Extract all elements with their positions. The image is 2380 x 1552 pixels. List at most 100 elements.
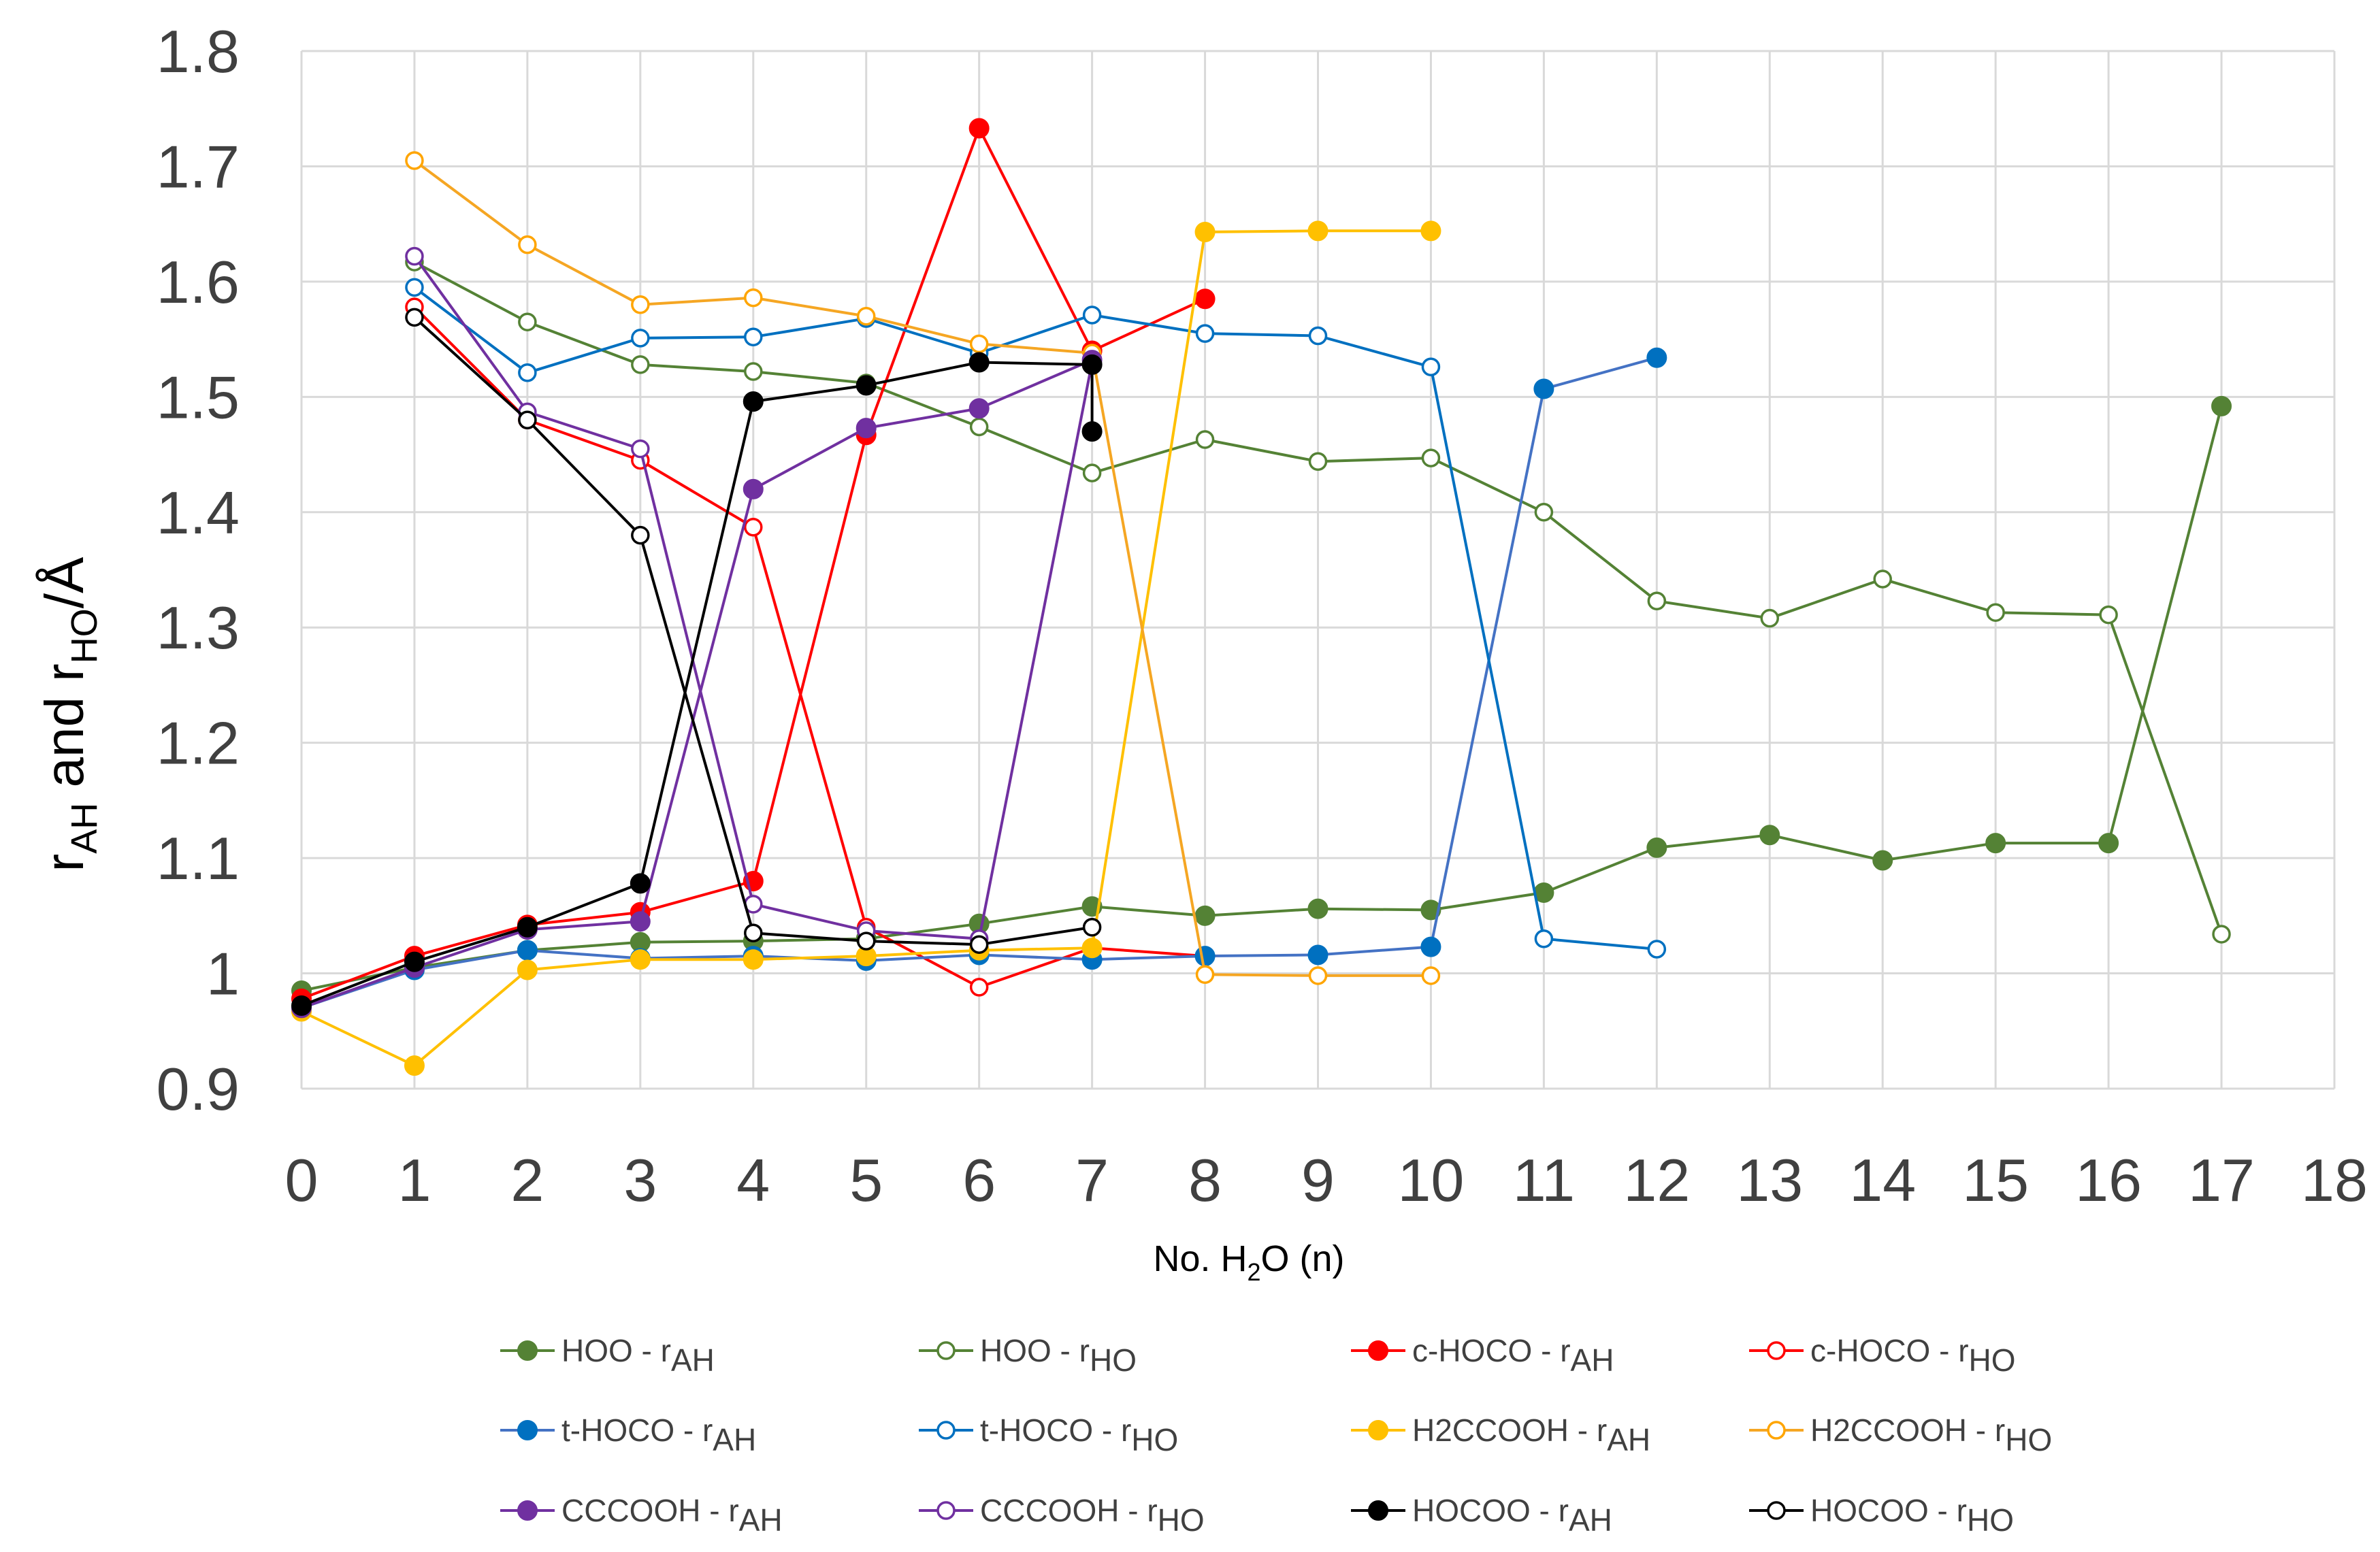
legend-label-1: HOO - rHO [980, 1333, 1137, 1378]
series-7-point-3 [744, 288, 763, 308]
series-11-point-1 [518, 410, 537, 429]
series-5-point-6 [1082, 306, 1102, 325]
series-11-point-2 [631, 525, 650, 545]
series-10-point-4 [743, 391, 764, 412]
x-tick-label-15: 15 [1962, 1146, 2029, 1214]
x-tick-label-1: 1 [397, 1146, 431, 1214]
x-tick-label-2: 2 [510, 1146, 544, 1214]
legend-marker-4 [517, 1420, 538, 1440]
series-1-point-8 [1308, 452, 1328, 471]
series-7-point-9 [1421, 966, 1441, 985]
series-5-point-8 [1308, 326, 1328, 346]
x-tick-label-4: 4 [736, 1146, 770, 1214]
legend-marker-10 [1368, 1500, 1388, 1521]
series-10-point-3 [630, 873, 651, 894]
series-6-point-9 [1307, 220, 1328, 242]
series-11-point-4 [856, 931, 876, 951]
series-9-point-0 [405, 246, 424, 266]
series-4-point-10 [1420, 936, 1441, 957]
series-11-point-6 [1082, 918, 1102, 937]
legend-item-5: t-HOCO - rHO [919, 1413, 1178, 1457]
legend-item-1: HOO - rHO [919, 1333, 1137, 1378]
y-tick-label-2: 1.1 [157, 825, 240, 892]
legend-marker-0 [517, 1340, 538, 1361]
legend-marker-11 [1767, 1501, 1786, 1520]
x-tick-label-0: 0 [285, 1146, 319, 1214]
series-4-point-11 [1533, 378, 1554, 399]
series-7-point-7 [1195, 965, 1215, 984]
legend-item-8: CCCOOH - rAH [500, 1493, 783, 1538]
series-2-point-8 [1194, 288, 1216, 310]
series-8-point-3 [630, 911, 651, 932]
legend-label-4: t-HOCO - rAH [561, 1413, 756, 1457]
series-11-point-3 [744, 923, 763, 942]
y-axis-title: rAH and rHO/Å [34, 557, 105, 872]
series-0-point-12 [1646, 837, 1667, 858]
chart-grid [300, 50, 2336, 1090]
series-5-point-9 [1421, 357, 1441, 377]
series-1-point-1 [518, 312, 537, 331]
series-7-point-4 [856, 306, 876, 326]
series-1-point-15 [2099, 605, 2118, 625]
legend-label-3: c-HOCO - rHO [1810, 1333, 2016, 1378]
series-5-point-11 [1647, 940, 1667, 959]
x-tick-label-10: 10 [1397, 1146, 1464, 1214]
x-tick-label-18: 18 [2301, 1146, 2368, 1214]
series-11 [405, 308, 1102, 954]
legend-label-10: HOCOO - rAH [1412, 1493, 1612, 1538]
series-10-point-5 [855, 375, 877, 396]
series-8-point-6 [968, 398, 990, 419]
legend-marker-7 [1767, 1421, 1786, 1440]
series-0 [291, 395, 2232, 1001]
series-3-line [413, 306, 1205, 989]
series-5-point-2 [631, 329, 650, 348]
series-6-point-4 [743, 949, 764, 970]
y-axis-title-r: r [34, 854, 95, 872]
series-8-point-4 [743, 478, 764, 499]
series-1-point-7 [1195, 430, 1215, 449]
y-tick-label-5: 1.4 [157, 479, 240, 546]
series-6-point-2 [517, 959, 538, 980]
legend-item-11: HOCOO - rHO [1749, 1493, 2014, 1538]
series-5-point-0 [405, 278, 424, 297]
series-5-point-3 [744, 327, 763, 346]
legend-marker-8 [517, 1500, 538, 1521]
x-axis-ticks: 0 1 2 3 4 5 6 7 8 9 10 11 12 13 14 15 16 17 18 [285, 1146, 2368, 1214]
series-10-point-6 [968, 352, 990, 373]
legend-label-0: HOO - rAH [561, 1333, 715, 1378]
x-tick-label-17: 17 [2188, 1146, 2255, 1214]
x-tick-label-12: 12 [1623, 1146, 1690, 1214]
series-4-point-2 [517, 940, 538, 961]
series-7-point-5 [969, 334, 989, 354]
series-10 [291, 352, 1103, 1016]
legend-marker-2 [1368, 1340, 1388, 1361]
x-tick-label-16: 16 [2075, 1146, 2142, 1214]
x-tick-label-14: 14 [1849, 1146, 1916, 1214]
y-axis-title-sub-ho: HO [64, 608, 105, 663]
y-tick-label-4: 1.3 [157, 594, 240, 661]
legend-marker-1 [936, 1341, 956, 1360]
series-7-point-8 [1308, 966, 1328, 985]
series-1-point-2 [631, 355, 650, 374]
legend-marker-6 [1368, 1420, 1388, 1440]
x-tick-label-8: 8 [1188, 1146, 1222, 1214]
series-0-line [301, 406, 2223, 992]
series-0-point-16 [2098, 833, 2119, 854]
series-3-point-3 [744, 518, 763, 537]
series-1-point-5 [969, 417, 989, 437]
series-1-point-10 [1534, 503, 1554, 522]
series-7-point-2 [631, 295, 650, 314]
series-4-point-12 [1646, 347, 1667, 368]
chart-series [291, 118, 2232, 1076]
series-11-point-0 [405, 308, 424, 327]
series-3-point-5 [969, 978, 989, 997]
series-11-point-5 [969, 935, 989, 954]
series-0-point-14 [1872, 850, 1893, 871]
series-7-line [413, 159, 1431, 977]
series-1-point-11 [1647, 591, 1667, 610]
y-tick-label-1: 1 [206, 940, 240, 1008]
x-tick-label-13: 13 [1736, 1146, 1803, 1214]
x-axis-title: No. H2O (n) [1153, 1238, 1344, 1286]
y-tick-label-6: 1.5 [157, 363, 240, 431]
